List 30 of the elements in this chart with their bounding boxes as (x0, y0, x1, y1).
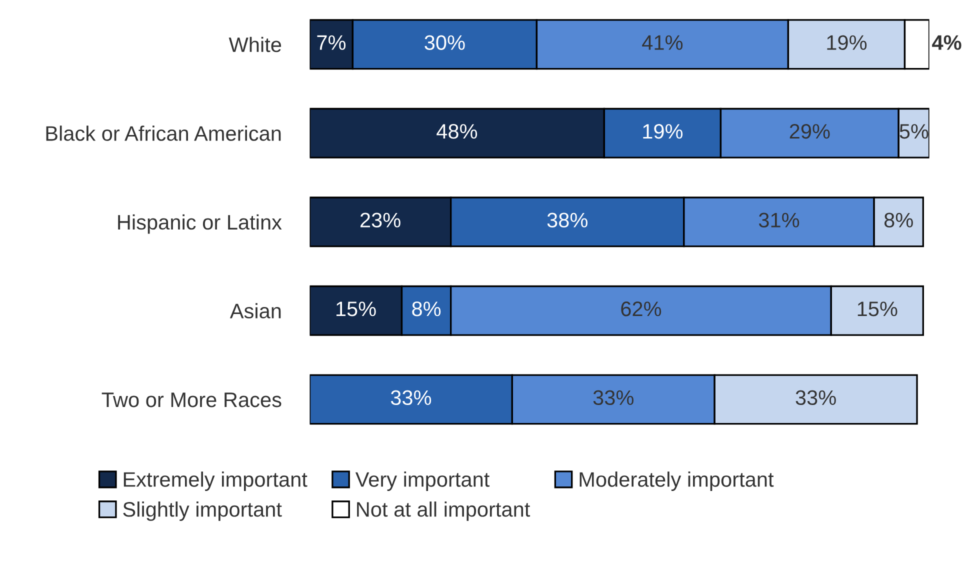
legend-label: Not at all important (357, 502, 530, 521)
data-label: 48% (436, 124, 478, 139)
data-label: 31% (758, 212, 800, 228)
data-label: 30% (424, 35, 465, 50)
data-label: 15% (336, 302, 376, 316)
data-label: 15% (858, 302, 898, 316)
data-label: 4% (932, 35, 962, 50)
legend-label: Extremely important (124, 472, 308, 491)
data-label: 33% (390, 390, 432, 406)
y-tick-label: Two or More Races (102, 392, 282, 408)
data-label: 8% (412, 302, 441, 316)
data-label: 41% (642, 35, 683, 50)
data-label: 5% (900, 124, 928, 139)
data-label: 7% (317, 35, 346, 50)
data-label: 29% (790, 124, 830, 139)
data-label: 19% (643, 124, 683, 139)
y-tick-label: Asian (230, 303, 281, 318)
y-tick-label: White (228, 36, 282, 52)
data-label: 19% (827, 35, 867, 50)
y-tick-label: Hispanic or Latinx (118, 214, 282, 234)
data-label: 62% (621, 302, 662, 316)
data-label: 33% (593, 390, 634, 406)
y-tick-label: Black or African American (46, 126, 281, 141)
data-label: 8% (884, 212, 913, 228)
legend-label: Moderately important (580, 472, 774, 491)
data-label: 38% (547, 212, 588, 228)
data-label: 33% (796, 390, 836, 406)
data-label: 23% (360, 212, 400, 228)
legend-label: Slightly important (123, 502, 282, 521)
legend-label: Very important (355, 472, 490, 491)
